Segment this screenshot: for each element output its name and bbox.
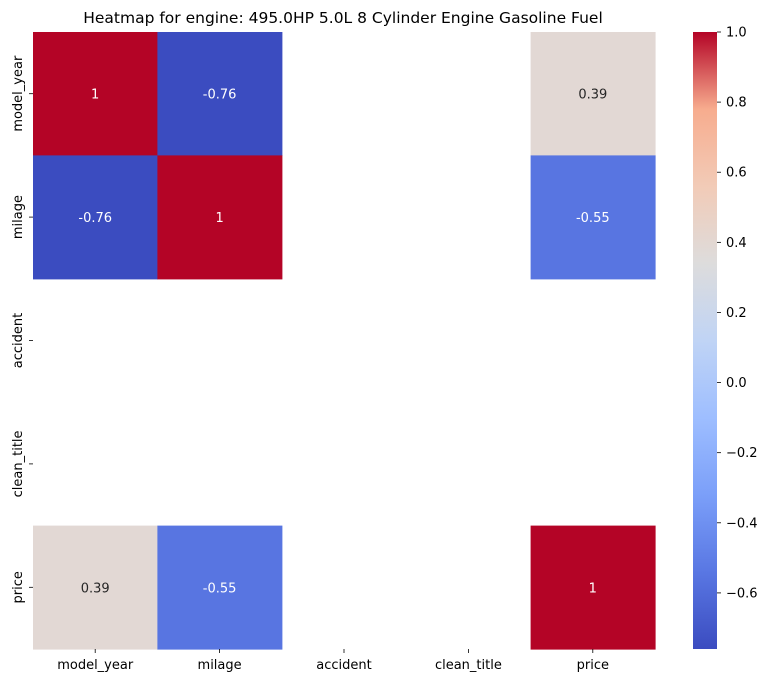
heatmap-cell bbox=[530, 525, 656, 650]
cell-annotation: -0.76 bbox=[203, 88, 237, 103]
colorbar-tick-label: 0.2 bbox=[726, 306, 747, 321]
heatmap-cell bbox=[33, 155, 158, 280]
heatmap-cells bbox=[33, 32, 656, 650]
y-tick-label: price bbox=[11, 571, 26, 603]
y-tick-label: accident bbox=[11, 313, 26, 368]
cell-annotation: 1 bbox=[215, 211, 223, 226]
colorbar: 1.0 0.8 0.6 0.4 0.2 0.0 −0.2 −0.4 −0.6 bbox=[693, 26, 758, 649]
y-tick-label: model_year bbox=[11, 55, 26, 132]
x-tick-label: model_year bbox=[57, 658, 134, 673]
y-tick-label: clean_title bbox=[11, 430, 26, 497]
cell-annotation: -0.55 bbox=[576, 211, 610, 226]
colorbar-tick-label: 1.0 bbox=[726, 26, 747, 41]
heatmap-cell bbox=[157, 155, 283, 280]
cell-annotation: -0.55 bbox=[203, 581, 237, 596]
colorbar-tick-label: −0.4 bbox=[726, 516, 758, 531]
heatmap-cell bbox=[157, 525, 283, 650]
x-axis: model_year milage accident clean_title price bbox=[57, 649, 609, 673]
colorbar-tick-label: 0.6 bbox=[726, 166, 747, 181]
cell-annotation: 0.39 bbox=[578, 88, 607, 103]
heatmap-cell bbox=[530, 155, 656, 280]
cell-annotation: 1 bbox=[91, 88, 99, 103]
colorbar-tick-label: −0.6 bbox=[726, 586, 758, 601]
cell-annotation: 1 bbox=[589, 581, 597, 596]
x-tick-label: accident bbox=[316, 658, 371, 673]
chart-title: Heatmap for engine: 495.0HP 5.0L 8 Cylin… bbox=[83, 9, 603, 27]
x-tick-label: price bbox=[577, 658, 609, 673]
colorbar-tick-label: 0.0 bbox=[726, 376, 747, 391]
colorbar-tick-label: −0.2 bbox=[726, 446, 758, 461]
heatmap-cell bbox=[157, 32, 283, 156]
x-tick-label: milage bbox=[198, 658, 242, 673]
colorbar-ticks: 1.0 0.8 0.6 0.4 0.2 0.0 −0.2 −0.4 −0.6 bbox=[717, 26, 758, 601]
y-tick-label: milage bbox=[11, 195, 26, 239]
heatmap-cell bbox=[530, 32, 656, 156]
colorbar-tick-label: 0.8 bbox=[726, 96, 747, 111]
cell-annotation: -0.76 bbox=[78, 211, 112, 226]
x-tick-label: clean_title bbox=[435, 658, 502, 673]
colorbar-tick-label: 0.4 bbox=[726, 236, 747, 251]
heatmap-cell bbox=[33, 32, 158, 156]
heatmap-cell bbox=[33, 525, 158, 650]
heatmap-annotations: 1 -0.76 0.39 -0.76 1 -0.55 0.39 -0.55 1 bbox=[78, 88, 609, 597]
colorbar-gradient bbox=[693, 32, 717, 649]
cell-annotation: 0.39 bbox=[81, 581, 110, 596]
